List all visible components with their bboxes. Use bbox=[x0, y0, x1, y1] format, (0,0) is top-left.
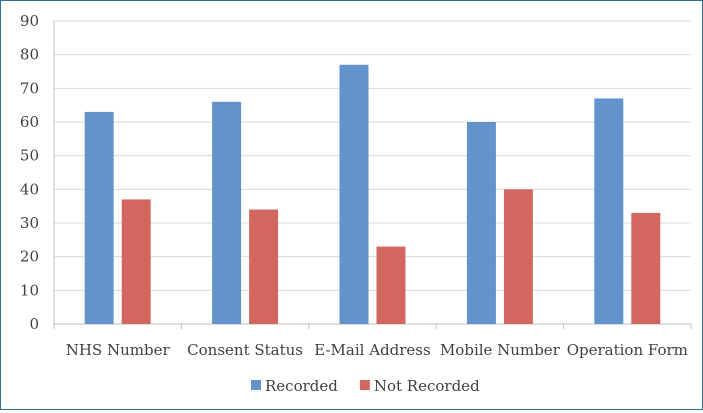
y-tick-label-30: 30 bbox=[20, 214, 39, 232]
bar-not-recorded-mobile-number bbox=[503, 189, 533, 324]
bar-not-recorded-consent-status bbox=[249, 209, 279, 324]
gridlines bbox=[54, 20, 691, 291]
x-tick-label-operation-form: Operation Form bbox=[567, 341, 688, 359]
y-tick-label-70: 70 bbox=[20, 79, 39, 97]
legend-label-recorded: Recorded bbox=[265, 377, 338, 395]
bar-recorded-e-mail-address bbox=[339, 64, 369, 324]
bar-not-recorded-operation-form bbox=[631, 212, 661, 324]
y-tick-label-0: 0 bbox=[29, 315, 39, 333]
y-tick-label-80: 80 bbox=[20, 46, 39, 64]
axes bbox=[53, 21, 692, 329]
x-tick-label-nhs-number: NHS Number bbox=[66, 341, 171, 359]
bar-recorded-mobile-number bbox=[466, 122, 496, 324]
y-tick-label-10: 10 bbox=[20, 281, 39, 299]
bar-recorded-consent-status bbox=[212, 101, 242, 324]
category-labels: NHS Number Consent Status E-Mail Address Mo… bbox=[66, 341, 688, 359]
legend: Recorded Not Recorded bbox=[251, 377, 480, 395]
y-tick-label-90: 90 bbox=[20, 12, 39, 30]
y-tick-label-60: 60 bbox=[20, 113, 39, 131]
x-tick-label-e-mail-address: E-Mail Address bbox=[314, 341, 430, 359]
y-tick-label-40: 40 bbox=[20, 180, 39, 198]
bar-not-recorded-nhs-number bbox=[121, 199, 151, 324]
bars bbox=[84, 64, 661, 325]
legend-label-not-recorded: Not Recorded bbox=[374, 377, 480, 395]
legend-swatch-not-recorded bbox=[359, 380, 370, 390]
y-tick-label-20: 20 bbox=[20, 248, 39, 266]
y-tick-labels: 0 10 20 30 40 50 60 70 80 90 bbox=[20, 12, 39, 333]
legend-swatch-recorded bbox=[251, 380, 261, 390]
bar-recorded-operation-form bbox=[594, 98, 624, 324]
y-tick-label-50: 50 bbox=[20, 147, 39, 165]
x-tick-label-mobile-number: Mobile Number bbox=[440, 341, 561, 359]
bar-not-recorded-e-mail-address bbox=[376, 246, 406, 324]
x-tick-label-consent-status: Consent Status bbox=[187, 341, 303, 359]
bar-recorded-nhs-number bbox=[84, 111, 114, 325]
